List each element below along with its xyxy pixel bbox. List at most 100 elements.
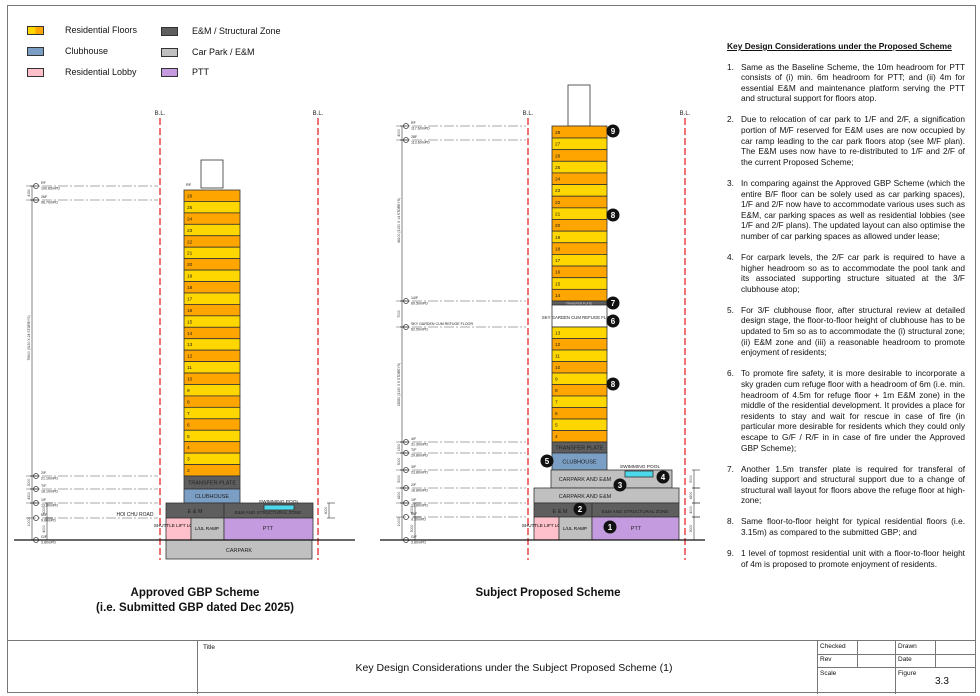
ptt-label: PTT (631, 526, 642, 532)
sky-garden-label: SKY GARDEN CUM REFUGE FLOOR (542, 315, 616, 320)
legend-swatch (161, 26, 178, 36)
legend-clubhouse: Clubhouse (27, 46, 108, 56)
rev-label: Rev (820, 656, 832, 663)
marker-number: 9 (611, 127, 616, 136)
marker-number: 1 (608, 523, 613, 532)
level-name: G/F (411, 535, 418, 539)
legend-ptt: PTT (161, 67, 209, 77)
note-item: 4. For carpark levels, the 2/F car park i… (727, 252, 965, 294)
floor-number: 5 (187, 434, 190, 440)
ptt-label: PTT (263, 526, 274, 532)
floor-number: 8 (187, 399, 190, 405)
transfer-plate-label: TRANSFER PLATE (188, 481, 237, 487)
floor-number: 7 (187, 411, 190, 417)
floor-number: 22 (555, 200, 561, 206)
level-name: 1/F (41, 498, 47, 502)
residential-floor (183, 326, 241, 340)
residential-floor (551, 430, 608, 443)
residential-floor (183, 406, 241, 420)
level-mpd: 3.80mPD (41, 541, 56, 545)
note-number: 5. (727, 304, 734, 315)
note-item: 1. Same as the Baseline Scheme, the 10m h… (727, 62, 965, 104)
scale-label: Scale (820, 670, 837, 677)
floor-number: 28 (555, 130, 561, 136)
floor-number: 23 (555, 188, 561, 194)
dimension-text: 4000 (42, 525, 46, 533)
level-mpd: 18.10mPD (41, 490, 58, 494)
floor-number: 23 (187, 228, 193, 234)
dimension-text: 44100 (3150 X 14 STOREYS) (397, 198, 401, 243)
notes-heading: Key Design Considerations under the Prop… (727, 41, 952, 51)
floor-number: 15 (187, 319, 193, 325)
note-number: 6. (727, 368, 734, 379)
dimension-text: 28350 (3150 X 9 STOREYS) (397, 363, 401, 406)
level-mpd: 13.80mPD (41, 504, 58, 508)
floor-number: 8 (555, 388, 558, 394)
floor-number: 18 (555, 246, 561, 252)
marker-2-icon (573, 502, 587, 516)
note-number: 3. (727, 177, 734, 188)
residential-floor (183, 246, 241, 260)
residential-floor (183, 212, 241, 225)
title-label: Title (203, 644, 216, 651)
marker-number: 3 (618, 481, 623, 490)
level-name: 4/F (411, 437, 417, 441)
residential-floor (183, 269, 241, 282)
floor-number: 10 (187, 377, 193, 383)
floor-number: 26 (555, 153, 561, 159)
em-structural-label: E&M AND STRUCTURAL ZONE (235, 510, 302, 515)
floor-number: 15 (555, 281, 561, 287)
swimming-pool (263, 504, 295, 511)
level-mpd: 69.50mPD (411, 302, 428, 306)
level-mpd: 117.60mPD (411, 127, 430, 131)
note-item: 5. For 3/F clubhouse floor, after structu… (727, 305, 965, 358)
note-item: 3. In comparing against the Approved GBP … (727, 178, 965, 242)
drawing-title: Key Design Considerations under the Subj… (355, 662, 673, 674)
marker-6-icon (606, 314, 620, 328)
level-mpd: 62.50mPD (411, 328, 428, 332)
note-number: 1. (727, 61, 734, 72)
level-name: 26F (41, 195, 48, 199)
dimension-text: 4150 (27, 189, 31, 197)
boundary-label: B.L. (155, 111, 166, 117)
residential-floor (551, 418, 608, 431)
legend-label: Clubhouse (65, 46, 109, 56)
note-number: 7. (727, 463, 734, 474)
floor-number: 16 (187, 308, 193, 314)
legend-label: Residential Lobby (65, 67, 137, 77)
notes-list: 1. Same as the Baseline Scheme, the 10m h… (727, 62, 965, 570)
note-text: Due to relocation of car park to 1/F and… (741, 114, 965, 167)
marker-number: 6 (611, 317, 616, 326)
level-mpd: 23.80mPD (411, 471, 428, 475)
floor-number: 9 (555, 377, 558, 383)
level-mpd: 96.70mPD (41, 201, 58, 205)
marker-7-icon (606, 296, 620, 310)
floor-number: 25 (555, 165, 561, 171)
clubhouse-label: CLUBHOUSE (195, 494, 230, 500)
level-mpd: 113.60mPD (411, 141, 430, 145)
carpark-label: CARPARK (226, 548, 253, 554)
carpark-em-lower-label: CARPARK AND E&M (559, 494, 612, 500)
dimension-text: 4000 (397, 129, 401, 137)
marker-3-icon (613, 478, 627, 492)
level-name: 14/F (411, 296, 419, 300)
boundary-label: B.L. (680, 111, 691, 117)
marker-number: 4 (661, 473, 666, 482)
level-name: RF (411, 121, 417, 125)
residential-floor (551, 372, 608, 385)
note-item: 6. To promote fire safety, it is more des… (727, 368, 965, 453)
floor-number: 12 (187, 354, 193, 360)
legend-label: PTT (192, 67, 209, 77)
road-label: HOI CHU ROAD (117, 512, 154, 518)
residential-floor (551, 395, 608, 408)
note-text: Same floor-to-floor height for typical r… (741, 516, 965, 538)
note-text: Same as the Baseline Scheme, the 10m hea… (741, 61, 965, 104)
floor-number: 24 (187, 216, 193, 222)
legend-swatch (27, 25, 44, 35)
floor-number: 10 (555, 365, 561, 371)
dimension-text: 1500 (397, 444, 401, 452)
dimension-text: 5000 (397, 458, 401, 466)
level-name: SKY GARDEN CUM REFUGE FLOOR (411, 322, 473, 326)
level-name: 2/F (411, 483, 417, 487)
note-number: 2. (727, 114, 734, 125)
